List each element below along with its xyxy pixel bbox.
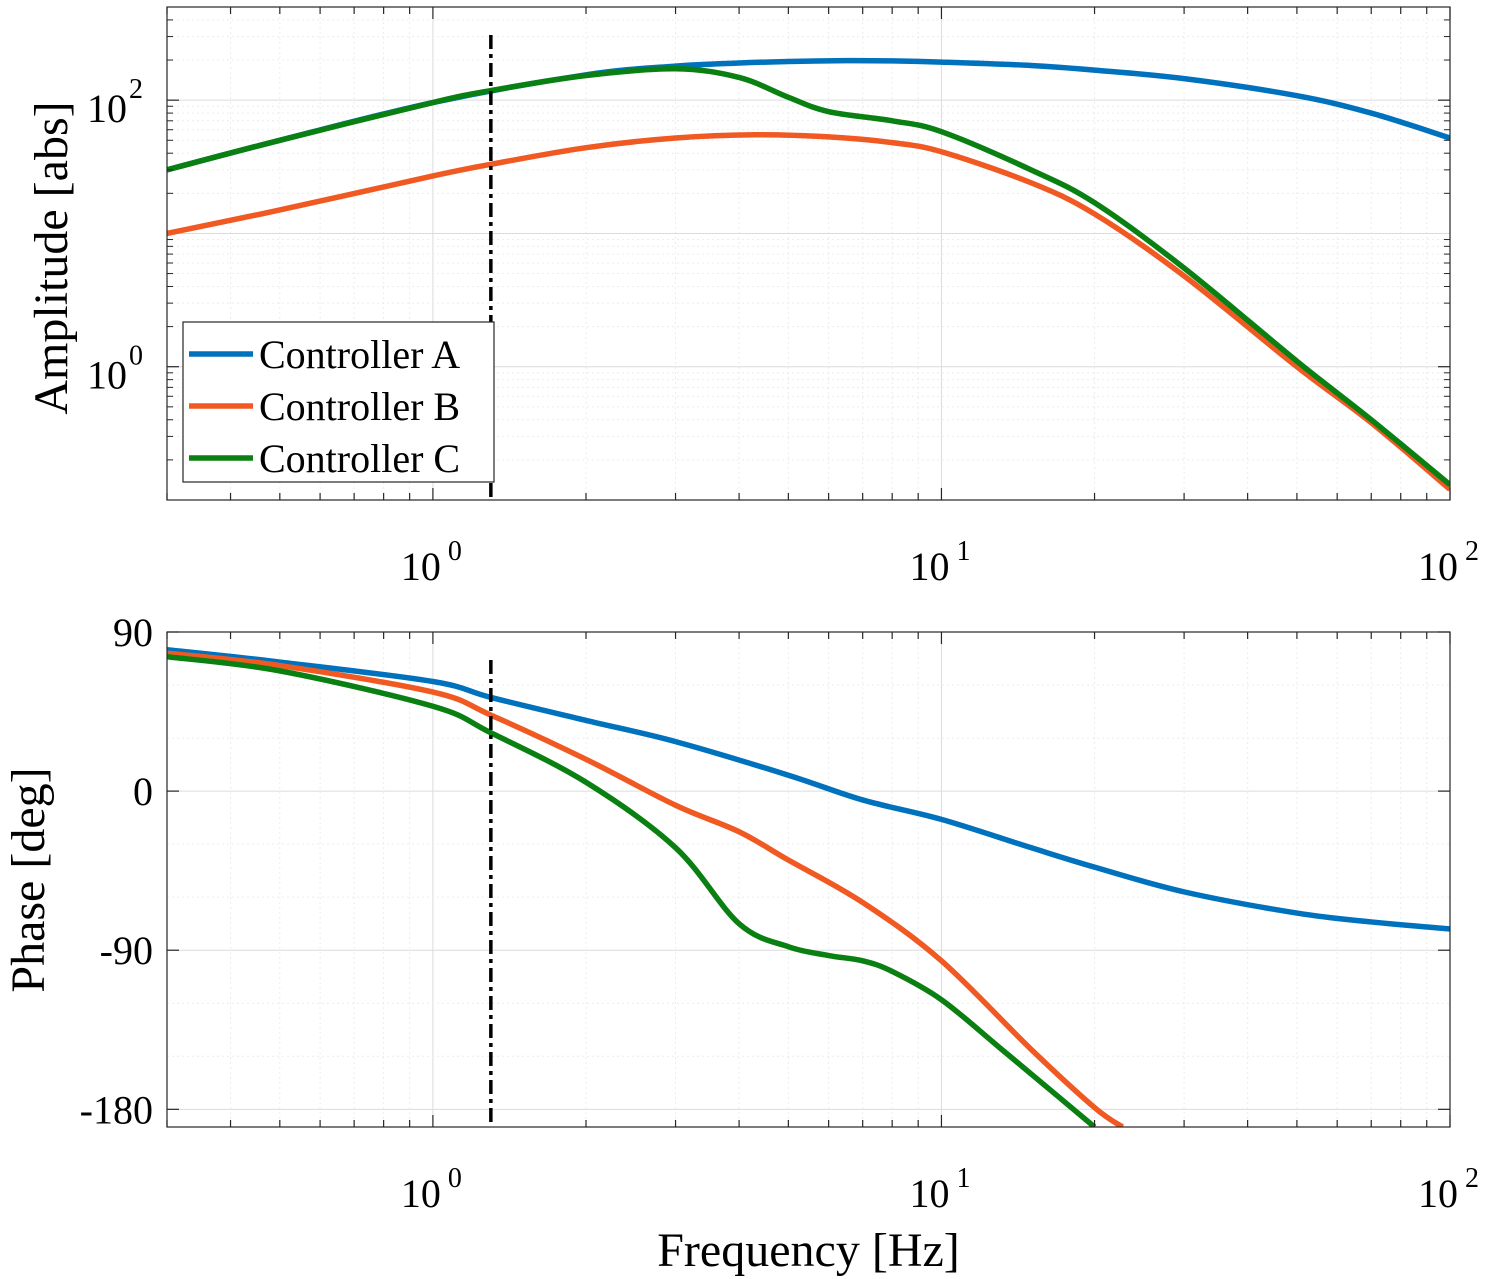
- x-axis-title: Frequency [Hz]: [657, 1224, 960, 1277]
- axes-box: [166, 6, 1451, 501]
- x-tick-label-exponent: 1: [956, 536, 970, 567]
- x-tick-label: 10: [1418, 1171, 1458, 1216]
- x-tick-label-exponent: 2: [1465, 536, 1479, 567]
- y-tick-label: -180: [80, 1087, 153, 1132]
- series-line-controller-b: [167, 131, 1450, 492]
- y-tick-label: 90: [113, 610, 153, 655]
- x-tick-labels: 10 0 10 1 10 2: [401, 1163, 1479, 1216]
- x-tick-label-exponent: 0: [448, 536, 462, 567]
- x-tick-label-exponent: 2: [1465, 1163, 1479, 1194]
- legend-entry-label: Controller C: [259, 436, 460, 481]
- x-tick-labels: 10 0 10 1 10 2: [401, 536, 1479, 589]
- x-tick-label: 10: [401, 544, 441, 589]
- y-tick-label-exponent: 2: [129, 74, 143, 105]
- y-axis-title: Phase [deg]: [2, 767, 55, 992]
- series-line-controller-c: [167, 654, 1097, 1127]
- legend: Controller A Controller B Controller C: [182, 321, 495, 483]
- y-axis-title: Amplitude [abs]: [25, 101, 78, 414]
- tick-marks: [166, 6, 1451, 500]
- axes-box: [166, 631, 1451, 1128]
- grid: [166, 6, 1451, 501]
- x-tick-label: 10: [1418, 544, 1458, 589]
- y-tick-label: -90: [100, 928, 153, 973]
- legend-entry-label: Controller B: [259, 384, 460, 429]
- x-tick-label: 10: [401, 1171, 441, 1216]
- x-tick-label: 10: [909, 1171, 949, 1216]
- y-tick-label: 0: [133, 769, 153, 814]
- y-tick-labels: 90 0 -90 -180: [80, 610, 153, 1132]
- x-tick-label-exponent: 1: [956, 1163, 970, 1194]
- y-tick-label: 10: [87, 353, 127, 398]
- legend-entry-label: Controller A: [259, 332, 460, 377]
- series-group: [167, 57, 1450, 492]
- tick-marks: [166, 631, 1451, 1127]
- y-tick-label: 10: [87, 86, 127, 131]
- x-tick-label-exponent: 0: [448, 1163, 462, 1194]
- y-tick-label-exponent: 0: [129, 341, 143, 372]
- series-line-controller-b: [167, 650, 1125, 1127]
- series-line-controller-c: [167, 66, 1450, 487]
- x-tick-label: 10: [909, 544, 949, 589]
- plot-area: [167, 632, 1450, 1127]
- series-group: [167, 646, 1450, 1127]
- series-line-controller-a: [167, 646, 1450, 932]
